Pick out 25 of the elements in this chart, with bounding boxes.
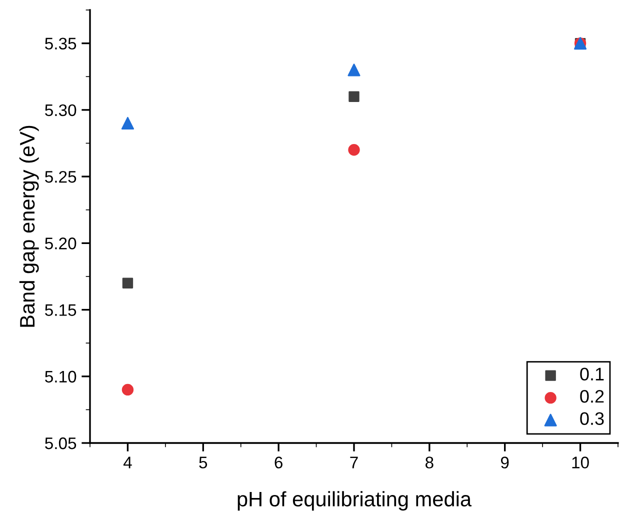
point [348,64,360,76]
x-tick-label: 4 [123,456,132,468]
y-axis-title: Band gap energy (eV) [19,126,39,327]
y-tick-label: 5.20 [45,238,76,250]
point [122,278,134,288]
point [121,116,134,130]
point [348,144,360,156]
x-axis-title: pH of equilibriating media [238,491,472,511]
y-tick-label: 5.05 [45,437,76,450]
y-tick-label: 5.10 [45,370,76,383]
x-tick-label: 5 [199,456,208,468]
legend-label: 0.2 [580,390,604,403]
point [348,91,360,102]
x-tick-label: 7 [350,456,358,468]
y-tick-label: 5.25 [45,170,76,183]
x-tick-label: 8 [426,456,434,468]
legend-label: 0.3 [580,412,604,425]
y-tick-label: 5.15 [45,304,76,316]
legend-label: 0.1 [580,368,604,380]
y-tick-label: 5.35 [45,38,76,50]
x-tick-label: 9 [501,456,509,468]
point [122,384,134,396]
x-tick-label: 10 [572,456,589,468]
y-tick-label: 5.30 [45,104,76,116]
x-tick-label: 6 [274,456,282,468]
